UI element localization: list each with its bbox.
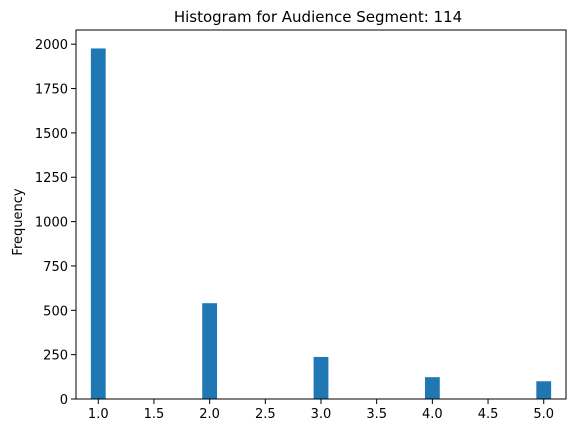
x-tick-label: 2.0: [199, 407, 220, 422]
x-tick-label: 1.0: [88, 407, 109, 422]
y-axis-ticks: 0 250 500 750 1000 1250 1500 1750 2000: [35, 38, 76, 408]
y-axis-title: Frequency: [11, 188, 26, 255]
plot-frame: [75, 29, 567, 400]
x-tick-label: 1.5: [144, 407, 165, 422]
histogram-bar-1: [90, 48, 106, 399]
x-tick-label: 3.0: [311, 407, 332, 422]
y-tick-label: 500: [43, 304, 68, 319]
histogram-bar-3: [313, 356, 329, 399]
x-axis-ticks: 1.0 1.5 2.0 2.5 3.0 3.5 4.0 4.5 5.0: [88, 399, 554, 422]
y-tick-label: 1500: [35, 127, 68, 142]
y-tick-label: 750: [43, 260, 68, 275]
y-tick-label: 1250: [35, 171, 68, 186]
x-tick-label: 3.5: [366, 407, 387, 422]
chart-title: Histogram for Audience Segment: 114: [174, 8, 462, 26]
x-tick-label: 5.0: [533, 407, 554, 422]
x-tick-label: 4.5: [478, 407, 499, 422]
y-tick-label: 0: [60, 393, 68, 408]
histogram-bar-5: [536, 381, 552, 399]
bars-group: [90, 48, 552, 399]
y-tick-label: 1000: [35, 216, 68, 231]
x-tick-label: 2.5: [255, 407, 276, 422]
y-tick-label: 1750: [35, 83, 68, 98]
y-tick-label: 2000: [35, 38, 68, 53]
histogram-bar-2: [202, 303, 218, 399]
x-tick-label: 4.0: [422, 407, 443, 422]
histogram-bar-4: [424, 377, 440, 399]
y-tick-label: 250: [43, 349, 68, 364]
